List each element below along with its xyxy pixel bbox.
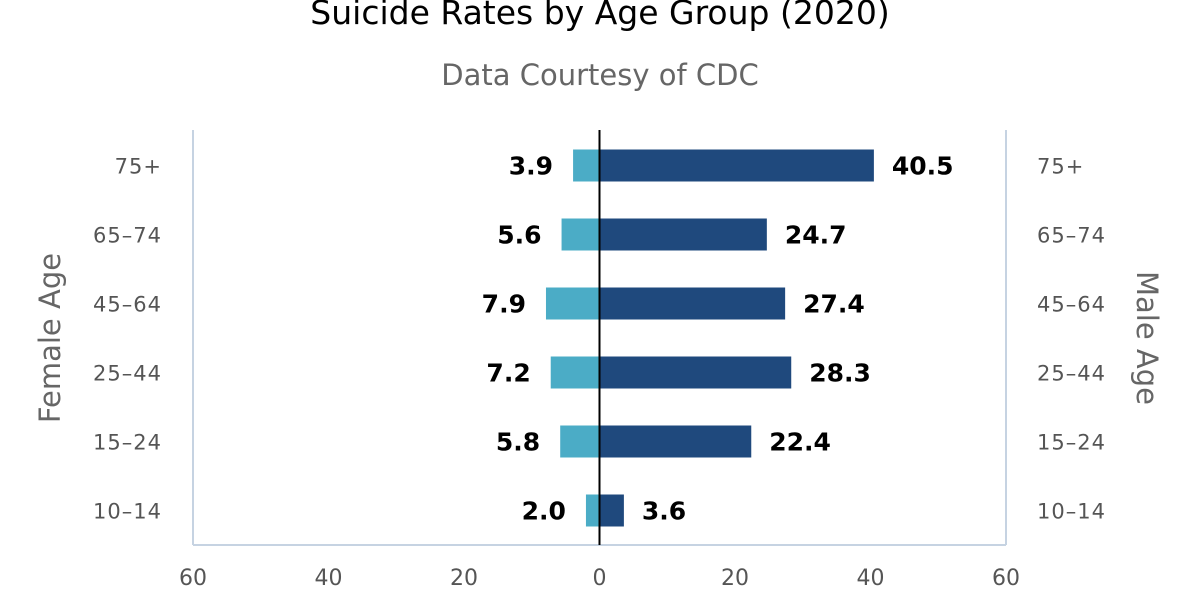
x-tick-label: 20 <box>721 566 749 591</box>
female-bar <box>560 425 600 458</box>
male-bar <box>599 356 792 389</box>
female-value-label: 3.9 <box>509 152 553 181</box>
chart-title: Suicide Rates by Age Group (2020) <box>310 0 889 32</box>
bars-group <box>545 149 874 527</box>
male-bar <box>599 149 874 182</box>
female-bar <box>545 287 600 320</box>
female-bar <box>550 356 600 389</box>
x-tick-label: 0 <box>593 566 607 591</box>
female-bar <box>585 494 600 527</box>
right-axis-title: Male Age <box>1130 271 1164 405</box>
female-value-label: 5.8 <box>496 428 540 457</box>
right-category-label: 25–44 <box>1037 362 1106 386</box>
female-value-label: 7.2 <box>486 359 530 388</box>
x-tick-label: 20 <box>450 566 478 591</box>
male-bar <box>599 287 786 320</box>
right-category-label: 65–74 <box>1037 224 1106 248</box>
female-value-label: 5.6 <box>497 221 541 250</box>
left-category-label: 45–64 <box>93 293 162 317</box>
female-value-label: 2.0 <box>522 497 566 526</box>
x-tick-label: 40 <box>315 566 343 591</box>
male-value-label: 3.6 <box>642 497 686 526</box>
left-category-label: 10–14 <box>93 500 162 524</box>
male-bar <box>599 494 624 527</box>
male-value-label: 40.5 <box>892 152 954 181</box>
left-category-label: 15–24 <box>93 431 162 455</box>
left-category-label: 65–74 <box>93 224 162 248</box>
male-bar <box>599 218 767 251</box>
left-category-label: 75+ <box>115 155 162 179</box>
x-tick-label: 60 <box>179 566 207 591</box>
chart-subtitle: Data Courtesy of CDC <box>441 58 758 92</box>
x-ticks-group: 60 40 20 0 20 40 60 <box>179 566 1020 591</box>
female-value-label: 7.9 <box>482 290 526 319</box>
female-bar <box>561 218 600 251</box>
left-category-label: 25–44 <box>93 362 162 386</box>
x-tick-label: 40 <box>857 566 885 591</box>
data-labels-group: 3.9 40.5 5.6 24.7 7.9 27.4 7.2 28.3 5.8 22.4 2.0 3.… <box>482 152 954 526</box>
right-category-label: 75+ <box>1037 155 1084 179</box>
female-bar <box>573 149 600 182</box>
right-category-label: 15–24 <box>1037 431 1106 455</box>
male-value-label: 22.4 <box>769 428 831 457</box>
male-value-label: 28.3 <box>809 359 871 388</box>
x-tick-label: 60 <box>992 566 1020 591</box>
male-value-label: 27.4 <box>803 290 865 319</box>
category-ticks-group: 75+ 75+ 65–74 65–74 45–64 45–64 25–44 25–44 15–2… <box>93 155 1106 524</box>
male-value-label: 24.7 <box>785 221 847 250</box>
male-bar <box>599 425 752 458</box>
right-category-label: 45–64 <box>1037 293 1106 317</box>
right-category-label: 10–14 <box>1037 500 1106 524</box>
left-axis-title: Female Age <box>33 253 67 423</box>
